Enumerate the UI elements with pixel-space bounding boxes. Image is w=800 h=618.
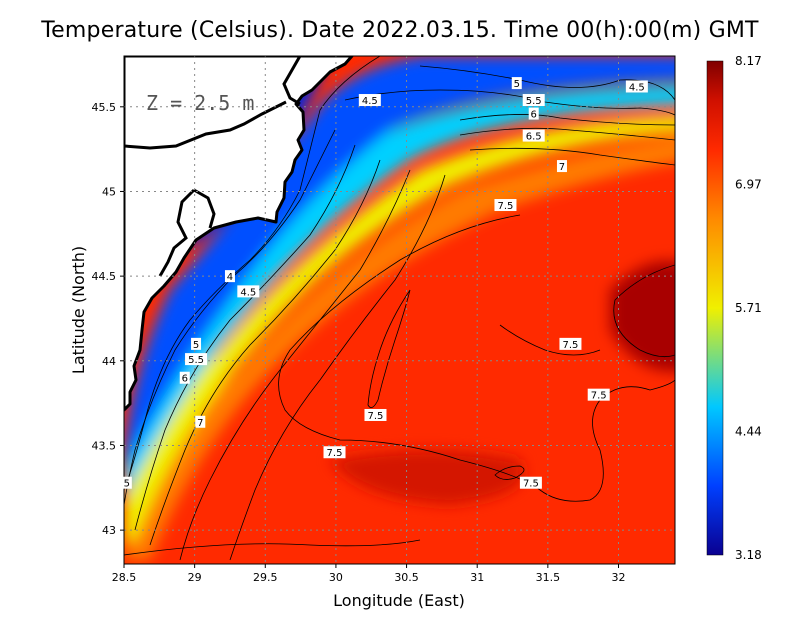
contour-label: 5 xyxy=(511,77,522,90)
plot-frame xyxy=(123,55,676,565)
svg-text:4.5: 4.5 xyxy=(629,82,645,93)
contour-label: 4.5 xyxy=(358,94,381,107)
contour-label: 4.5 xyxy=(237,285,260,298)
x-axis-ticks: 28.5 29 29.5 30 30.5 31 31.5 32 xyxy=(112,564,625,584)
svg-text:5.5: 5.5 xyxy=(526,96,542,107)
y-tick-label: 43 xyxy=(102,524,116,537)
svg-text:5: 5 xyxy=(193,340,199,351)
colorbar-tick-label: 6.97 xyxy=(735,178,762,192)
colorbar-tick-label: 4.44 xyxy=(735,425,762,439)
svg-text:7.5: 7.5 xyxy=(327,448,343,459)
contour-label: 5.5 xyxy=(522,94,545,107)
svg-text:5: 5 xyxy=(514,79,520,90)
contour-label: 6 xyxy=(528,107,539,121)
svg-text:5.5: 5.5 xyxy=(188,355,204,366)
y-tick-label: 43.5 xyxy=(92,439,117,452)
colorbar-tick-label: 5.71 xyxy=(735,301,762,315)
contour-label: 7.5 xyxy=(519,476,542,490)
y-tick-label: 44.5 xyxy=(92,270,117,283)
y-tick-label: 44 xyxy=(102,355,116,368)
y-tick-label: 45 xyxy=(102,185,116,198)
svg-text:7.5: 7.5 xyxy=(562,340,578,351)
x-tick-label: 28.5 xyxy=(112,571,137,584)
svg-text:6: 6 xyxy=(531,110,537,121)
x-tick-label: 32 xyxy=(611,571,625,584)
colorbar-tick-label: 8.17 xyxy=(735,54,762,68)
temperature-field xyxy=(124,56,675,564)
y-axis-label: Latitude (North) xyxy=(69,246,88,374)
svg-text:7.5: 7.5 xyxy=(523,479,539,490)
border-line xyxy=(282,56,302,106)
map-grid xyxy=(124,56,675,564)
colorbar-tick-label: 3.18 xyxy=(735,548,762,562)
border-line xyxy=(158,188,196,277)
border-line xyxy=(124,100,287,150)
svg-text:4.5: 4.5 xyxy=(362,96,378,107)
y-tick-label: 45.5 xyxy=(92,101,117,114)
contour-label: 4 xyxy=(224,270,235,283)
contour-label: 6 xyxy=(179,371,190,385)
svg-text:4: 4 xyxy=(227,272,233,283)
contour-label: 7.5 xyxy=(559,337,582,351)
contour-label: 7.5 xyxy=(323,446,346,459)
x-tick-label: 31.5 xyxy=(536,571,561,584)
x-tick-label: 30 xyxy=(329,571,343,584)
contour-label: 5 xyxy=(191,337,202,351)
x-tick-label: 30.5 xyxy=(394,571,419,584)
contour-label: 4.5 xyxy=(625,80,648,93)
map-title: Temperature (Celsius). Date 2022.03.15. … xyxy=(41,18,759,43)
contour-label: 7.5 xyxy=(494,199,517,212)
svg-text:7: 7 xyxy=(559,162,565,173)
contour-labels: 5 4.54.5 5.566.577.544.555.5677.57.57.57.5… xyxy=(121,77,648,490)
contour-label: 5 xyxy=(121,476,132,490)
colorbar-labels: 8.17 6.97 5.71 4.44 3.18 xyxy=(735,54,762,562)
contour-label: 6.5 xyxy=(522,129,545,143)
x-tick-label: 29.5 xyxy=(253,571,278,584)
svg-text:4.5: 4.5 xyxy=(240,287,256,298)
svg-text:7.5: 7.5 xyxy=(591,391,607,402)
contour-label: 7.5 xyxy=(364,408,387,422)
contour-label: 5.5 xyxy=(185,353,208,366)
contour-label: 7.5 xyxy=(587,388,610,402)
svg-text:7.5: 7.5 xyxy=(498,201,514,212)
svg-text:6: 6 xyxy=(182,374,188,385)
svg-text:6.5: 6.5 xyxy=(526,132,542,143)
contour-label: 7 xyxy=(556,160,567,173)
y-axis-ticks: 43 43.5 44 44.5 45 45.5 xyxy=(92,101,124,537)
depth-label: Z = 2.5 m xyxy=(146,91,254,115)
svg-text:5: 5 xyxy=(124,479,130,490)
colorbar xyxy=(706,60,724,556)
border-line xyxy=(193,188,216,229)
x-tick-label: 29 xyxy=(188,571,202,584)
svg-text:7: 7 xyxy=(197,418,203,429)
contour-label: 7 xyxy=(195,415,206,429)
svg-text:7.5: 7.5 xyxy=(368,411,384,422)
x-axis-label: Longitude (East) xyxy=(333,591,465,610)
x-tick-label: 31 xyxy=(470,571,484,584)
